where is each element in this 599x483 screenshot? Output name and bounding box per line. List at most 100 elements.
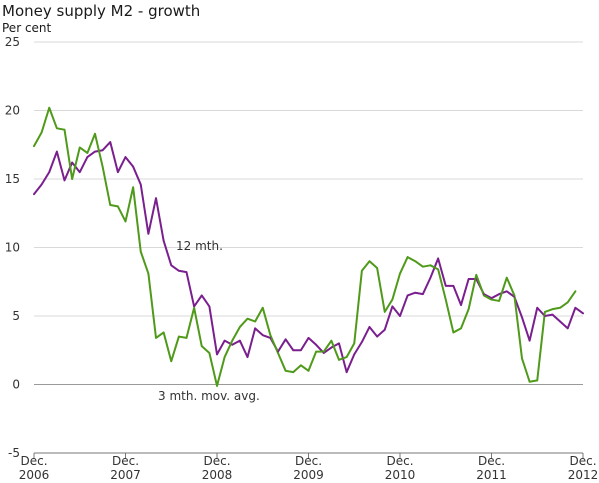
data-point-twelve-month [513, 296, 516, 298]
data-point-twelve-month [71, 161, 73, 164]
data-point-three-month [40, 131, 43, 134]
x-tick-label-year: 2007 [110, 468, 141, 482]
data-point-twelve-month [117, 171, 119, 173]
data-point-three-month [284, 370, 287, 372]
data-point-three-month [223, 356, 226, 358]
y-tick-label: 5 [12, 309, 20, 323]
data-point-twelve-month [521, 316, 523, 319]
data-point-twelve-month [48, 171, 51, 173]
x-tick-label-month: Dec. [386, 454, 413, 468]
data-point-twelve-month [254, 327, 256, 330]
data-point-twelve-month [475, 278, 478, 280]
data-point-three-month [544, 311, 546, 313]
data-point-twelve-month [505, 290, 508, 293]
data-point-three-month [574, 290, 577, 293]
data-point-three-month [429, 264, 432, 267]
data-point-twelve-month [300, 349, 302, 352]
data-point-twelve-month [269, 337, 272, 339]
x-tick-label-year: 2012 [568, 468, 599, 482]
data-point-twelve-month [361, 341, 363, 343]
data-point-twelve-month [414, 291, 417, 294]
data-point-twelve-month [368, 326, 371, 328]
data-point-twelve-month [239, 339, 241, 342]
data-point-twelve-month [307, 337, 310, 339]
data-point-three-month [536, 379, 539, 382]
data-point-three-month [559, 306, 561, 309]
data-point-twelve-month [406, 294, 409, 297]
data-point-three-month [254, 320, 256, 323]
data-point-three-month [63, 128, 66, 131]
data-point-three-month [193, 306, 195, 309]
data-point-twelve-month [124, 156, 127, 158]
data-point-twelve-month [162, 239, 165, 242]
data-point-twelve-month [208, 305, 211, 308]
x-tick-label-year: 2011 [476, 468, 507, 482]
x-tick-label-year: 2008 [202, 468, 233, 482]
data-point-three-month [414, 260, 417, 263]
data-point-twelve-month [193, 305, 195, 308]
data-point-twelve-month [63, 179, 66, 182]
data-point-three-month [239, 326, 241, 328]
data-point-three-month [170, 360, 173, 363]
data-point-twelve-month [422, 293, 424, 295]
y-tick-label: 20 [5, 104, 20, 118]
data-point-twelve-month [391, 305, 394, 308]
data-point-three-month [246, 317, 249, 320]
data-point-three-month [200, 345, 203, 347]
data-point-twelve-month [528, 339, 531, 342]
data-point-twelve-month [109, 141, 112, 143]
data-point-twelve-month [452, 285, 455, 287]
data-point-three-month [117, 205, 119, 208]
data-point-three-month [300, 364, 302, 367]
data-point-three-month [71, 178, 73, 180]
annotation-12-month: 12 mth. [176, 239, 223, 253]
data-point-three-month [86, 152, 89, 154]
y-axis-unit-label: Per cent [2, 21, 52, 35]
data-point-three-month [56, 127, 58, 130]
series-line-three-month [33, 106, 577, 387]
data-point-three-month [498, 300, 500, 302]
data-point-twelve-month [231, 343, 234, 346]
data-point-three-month [132, 186, 134, 189]
gridlines [34, 41, 583, 454]
y-axis-ticks: 25 20 15 10 5 0 -5 [5, 35, 20, 460]
data-point-three-month [216, 385, 218, 387]
annotation-3-month-moving-average: 3 mth. mov. avg. [158, 389, 260, 403]
data-point-twelve-month [582, 312, 584, 315]
data-point-twelve-month [551, 313, 554, 316]
data-point-twelve-month [322, 352, 325, 354]
data-point-three-month [322, 350, 325, 353]
data-point-three-month [376, 267, 378, 269]
data-point-twelve-month [536, 306, 539, 309]
data-point-three-month [330, 339, 333, 342]
data-point-three-month [155, 337, 157, 339]
data-point-three-month [452, 331, 455, 334]
data-point-twelve-month [86, 156, 89, 158]
data-point-three-month [483, 294, 485, 297]
data-point-twelve-month [33, 193, 35, 195]
data-point-three-month [162, 331, 165, 334]
data-point-three-month [261, 306, 264, 309]
data-point-three-month [109, 204, 112, 206]
data-point-three-month [361, 269, 363, 272]
data-point-twelve-month [467, 278, 470, 280]
series-lines [33, 106, 584, 387]
data-point-three-month [353, 342, 356, 345]
data-point-three-month [139, 250, 142, 253]
data-point-three-month [292, 371, 295, 373]
data-point-three-month [505, 276, 508, 279]
data-point-twelve-month [437, 257, 439, 260]
data-point-twelve-month [94, 150, 96, 153]
data-point-three-month [383, 311, 386, 313]
data-point-twelve-month [498, 293, 500, 295]
data-point-three-month [399, 272, 401, 275]
data-point-twelve-month [315, 343, 317, 346]
x-tick-label-month: Dec. [569, 454, 596, 468]
data-point-twelve-month [139, 183, 142, 186]
data-point-three-month [406, 256, 409, 258]
data-point-three-month [444, 298, 447, 301]
data-point-twelve-month [178, 269, 180, 272]
data-point-three-month [345, 356, 348, 358]
data-point-twelve-month [429, 276, 432, 279]
data-point-twelve-month [566, 327, 569, 330]
